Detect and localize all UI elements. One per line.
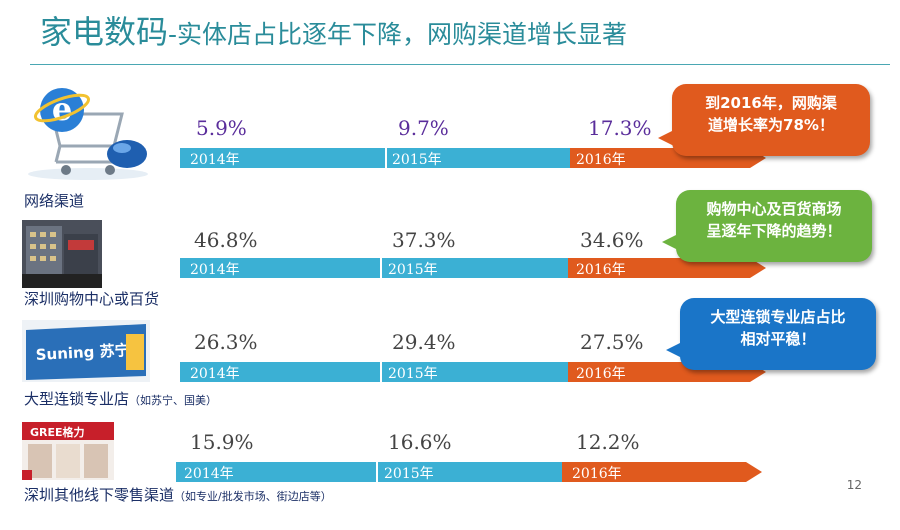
gree-logo-text: GREE格力	[30, 425, 85, 439]
title-divider	[30, 64, 890, 65]
suning-store-photo: Suning 苏宁	[22, 320, 150, 382]
value-2016: 17.3%	[588, 116, 652, 140]
channel-row-mall: 深圳购物中心或百货 46.8% 37.3% 34.6% 2014年 2015年 …	[0, 214, 900, 324]
value-2015: 37.3%	[392, 228, 456, 252]
year-bar: 2014年 2015年 2016年	[180, 254, 770, 278]
gree-store-photo: GREE格力	[22, 422, 114, 480]
channel-label: 深圳购物中心或百货	[24, 290, 160, 308]
channel-row-chain: Suning 苏宁 大型连锁专业店（如苏宁、国美） 26.3% 29.4% 27…	[0, 318, 900, 428]
value-2015: 29.4%	[392, 330, 456, 354]
channel-label: 大型连锁专业店（如苏宁、国美）	[24, 390, 218, 408]
callout-mall-decline: 购物中心及百货商场 呈逐年下降的趋势！	[662, 190, 872, 262]
year-bar: 2014年 2015年 2016年	[176, 458, 766, 482]
mall-building-photo	[22, 220, 102, 288]
callout-chain-stable: 大型连锁专业店占比 相对平稳！	[666, 298, 876, 370]
value-2016: 27.5%	[580, 330, 644, 354]
year-label: 2014年	[184, 466, 234, 482]
slide-title-sub: -实体店占比逐年下降，网购渠道增长显著	[168, 20, 628, 49]
year-bar: 2014年 2015年 2016年	[180, 358, 770, 382]
year-label: 2015年	[392, 152, 442, 168]
value-2016: 12.2%	[576, 430, 640, 454]
value-2015: 16.6%	[388, 430, 452, 454]
year-label: 2016年	[576, 366, 626, 382]
channel-row-offline-other: GREE格力 深圳其他线下零售渠道（如专业/批发市场、街边店等） 15.9% 1…	[0, 420, 900, 530]
year-label: 2016年	[576, 262, 626, 278]
year-label: 2014年	[190, 262, 240, 278]
value-2014: 26.3%	[194, 330, 258, 354]
value-2014: 15.9%	[190, 430, 254, 454]
ie-cart-mouse-icon: e	[22, 84, 152, 184]
channel-row-online: e 网络渠道 5.9% 9.7% 17.3% 2014年 2015年 2016年	[0, 84, 900, 210]
year-label: 2015年	[388, 366, 438, 382]
suning-logo-text: Suning 苏宁	[35, 341, 130, 364]
year-label: 2016年	[572, 466, 622, 482]
year-label: 2014年	[190, 366, 240, 382]
year-label: 2015年	[388, 262, 438, 278]
page-number: 12	[846, 478, 862, 492]
value-2014: 46.8%	[194, 228, 258, 252]
value-2014: 5.9%	[196, 116, 247, 140]
value-2016: 34.6%	[580, 228, 644, 252]
callout-online-growth: 到2016年，网购渠 道增长率为78%！	[658, 84, 870, 156]
slide-title: 家电数码-实体店占比逐年下降，网购渠道增长显著	[40, 12, 627, 58]
year-label: 2015年	[384, 466, 434, 482]
year-label: 2014年	[190, 152, 240, 168]
channel-label: 深圳其他线下零售渠道（如专业/批发市场、街边店等）	[24, 486, 332, 504]
channel-label: 网络渠道	[24, 192, 85, 210]
value-2015: 9.7%	[398, 116, 449, 140]
slide-title-main: 家电数码	[40, 13, 169, 51]
year-label: 2016年	[576, 152, 626, 168]
